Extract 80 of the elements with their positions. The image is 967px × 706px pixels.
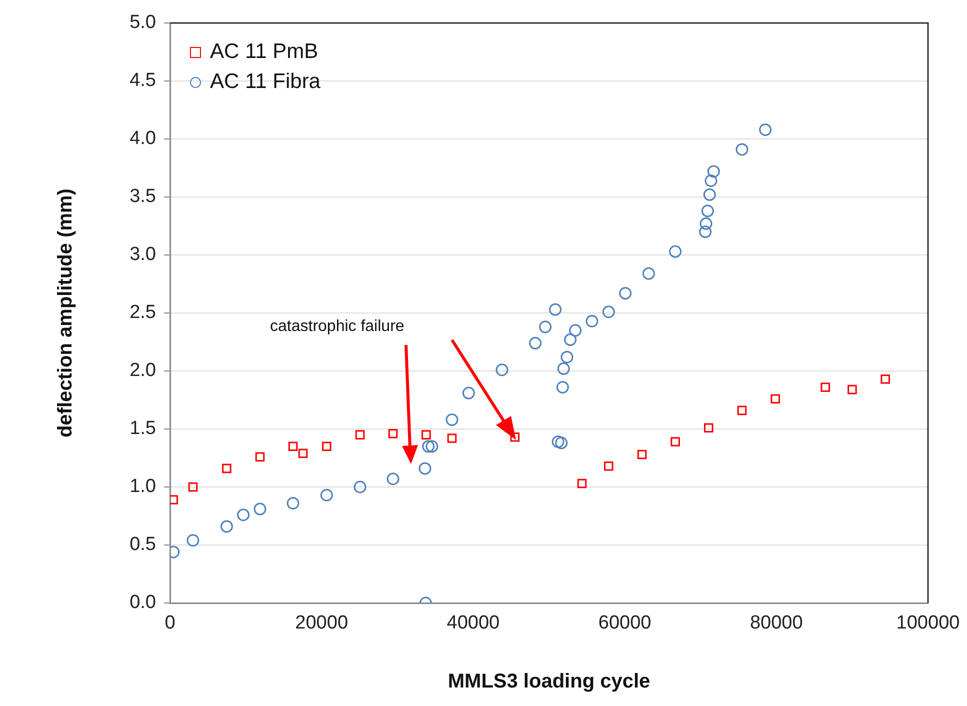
point bbox=[555, 436, 568, 450]
point bbox=[699, 226, 712, 238]
y-tick-label: 3.0 bbox=[130, 244, 156, 266]
point bbox=[770, 394, 780, 404]
y-tick-label: 1.0 bbox=[130, 476, 156, 498]
point bbox=[848, 384, 857, 394]
point bbox=[604, 461, 614, 471]
y-axis-title: deflection amplitude (mm) bbox=[54, 188, 77, 438]
x-axis-title: MMLS3 loading cycle bbox=[448, 670, 650, 693]
point bbox=[354, 480, 366, 494]
point bbox=[288, 442, 298, 452]
annotation: catastrophic failure bbox=[270, 318, 404, 336]
point bbox=[355, 430, 365, 440]
point bbox=[670, 437, 680, 446]
point bbox=[759, 123, 772, 136]
point bbox=[556, 380, 569, 394]
point bbox=[703, 188, 716, 201]
x-tick-label: 40000 bbox=[446, 612, 500, 634]
point bbox=[418, 462, 432, 475]
legend-label: AC 11 Fibra bbox=[210, 69, 320, 95]
point bbox=[220, 520, 233, 533]
y-tick-label: 1.5 bbox=[130, 418, 156, 440]
y-tick-label: 4.5 bbox=[130, 70, 156, 92]
point bbox=[298, 448, 308, 458]
point bbox=[188, 482, 198, 492]
point bbox=[222, 464, 232, 474]
point bbox=[539, 320, 552, 334]
point bbox=[462, 386, 475, 400]
point bbox=[602, 306, 615, 318]
point bbox=[704, 423, 714, 432]
point bbox=[577, 478, 587, 488]
point bbox=[880, 374, 890, 384]
point bbox=[564, 333, 577, 346]
y-tick-label: 2.5 bbox=[130, 302, 156, 324]
point bbox=[637, 450, 647, 460]
point bbox=[642, 267, 655, 280]
point bbox=[422, 440, 435, 453]
point bbox=[569, 324, 582, 337]
point bbox=[496, 364, 508, 376]
point bbox=[701, 204, 714, 218]
legend-label: AC 11 PmB bbox=[210, 39, 318, 65]
point bbox=[700, 217, 712, 230]
point bbox=[619, 287, 632, 300]
point bbox=[669, 245, 682, 258]
point bbox=[446, 413, 458, 426]
point bbox=[529, 336, 542, 350]
point bbox=[737, 406, 747, 416]
point bbox=[186, 534, 200, 547]
point bbox=[320, 488, 333, 502]
y-tick-label: 0.0 bbox=[130, 592, 156, 614]
point bbox=[422, 430, 431, 440]
y-tick-label: 5.0 bbox=[130, 12, 156, 34]
point bbox=[557, 362, 570, 375]
point bbox=[237, 508, 250, 522]
point bbox=[549, 303, 562, 316]
point bbox=[388, 429, 398, 438]
point bbox=[736, 143, 748, 156]
x-tick-label: 100000 bbox=[896, 612, 960, 634]
point bbox=[510, 432, 520, 442]
point bbox=[447, 434, 457, 443]
point bbox=[707, 165, 720, 178]
x-tick-label: 60000 bbox=[598, 612, 652, 634]
y-tick-label: 0.5 bbox=[130, 534, 156, 556]
point bbox=[426, 440, 438, 453]
point bbox=[255, 452, 265, 462]
x-tick-label: 20000 bbox=[295, 612, 348, 634]
x-tick-label: 80000 bbox=[750, 612, 803, 634]
point bbox=[254, 502, 266, 516]
y-tick-label: 2.0 bbox=[130, 360, 156, 382]
y-tick-label: 4.0 bbox=[130, 128, 156, 150]
point bbox=[322, 442, 332, 452]
point bbox=[586, 314, 598, 328]
x-tick-label: 0 bbox=[164, 612, 176, 634]
point bbox=[286, 496, 300, 510]
point bbox=[560, 350, 574, 364]
point bbox=[552, 436, 564, 448]
point bbox=[386, 472, 400, 486]
point bbox=[820, 382, 830, 392]
point bbox=[704, 174, 718, 188]
y-tick-label: 3.5 bbox=[130, 186, 156, 208]
